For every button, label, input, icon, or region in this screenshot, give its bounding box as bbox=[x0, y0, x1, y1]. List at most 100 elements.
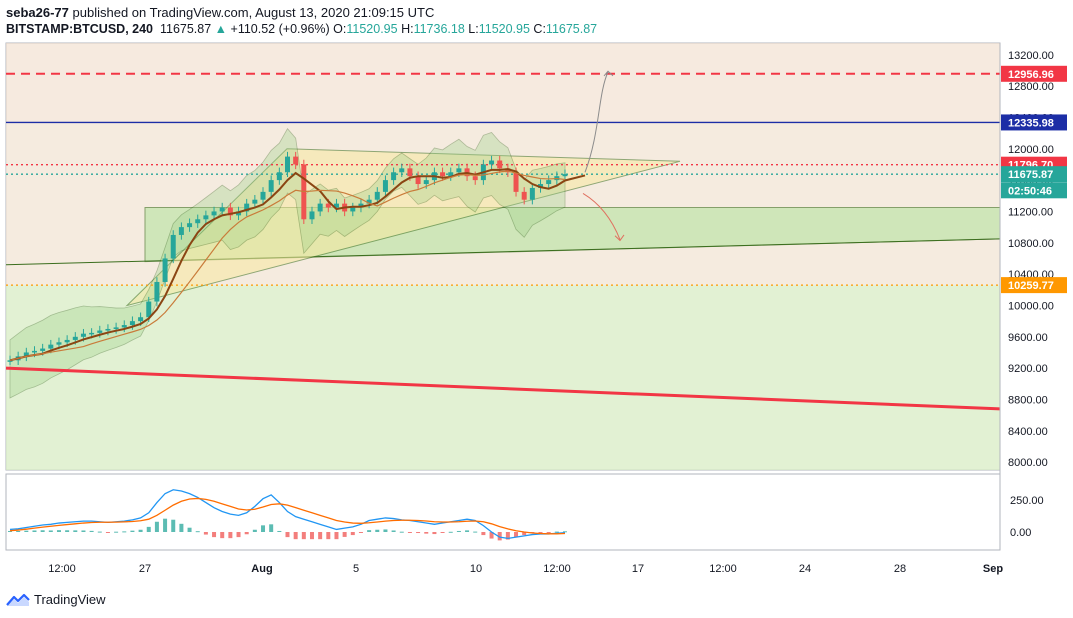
macd-histogram-bar bbox=[97, 531, 102, 533]
candle-body bbox=[317, 203, 323, 212]
candle-body bbox=[227, 207, 233, 216]
macd-histogram-bar bbox=[489, 532, 494, 539]
macd-histogram-bar bbox=[16, 530, 21, 532]
candle-body bbox=[513, 172, 519, 192]
macd-pane bbox=[5, 473, 1001, 551]
macd-histogram-bar bbox=[130, 530, 135, 532]
price-tick-label: 12000.00 bbox=[1008, 144, 1054, 156]
candle-body bbox=[56, 342, 62, 345]
macd-histogram-bar bbox=[220, 532, 225, 539]
arrow-head-icon bbox=[603, 70, 614, 77]
macd-histogram-bar bbox=[40, 530, 45, 532]
tradingview-logo-icon bbox=[6, 593, 30, 606]
publish-info: seba26-77 published on TradingView.com, … bbox=[6, 5, 434, 20]
macd-histogram-bar bbox=[122, 531, 127, 533]
candle-body bbox=[391, 172, 397, 181]
candle-body bbox=[309, 211, 315, 220]
moving-average-slow bbox=[9, 170, 566, 361]
price-label-box bbox=[1001, 114, 1067, 131]
candle-body bbox=[7, 360, 13, 362]
candle-body bbox=[489, 160, 495, 165]
macd-histogram-bar bbox=[65, 530, 70, 532]
price-label-text: 10259.77 bbox=[1008, 280, 1054, 292]
upper-zone bbox=[6, 43, 1000, 123]
price-label-box bbox=[1001, 182, 1067, 199]
candle-body bbox=[48, 344, 54, 349]
candle-body bbox=[415, 176, 421, 185]
candle-body bbox=[407, 168, 413, 177]
candle-body bbox=[236, 211, 242, 216]
open-label: O: bbox=[333, 22, 347, 36]
time-tick-label: 28 bbox=[894, 563, 906, 575]
macd-histogram-bar bbox=[24, 530, 29, 532]
bullish-projection-arrow bbox=[584, 71, 609, 173]
macd-histogram-bar bbox=[277, 530, 282, 532]
macd-histogram-bar bbox=[32, 530, 37, 532]
candle-body bbox=[276, 172, 282, 181]
candle-body bbox=[64, 339, 70, 343]
price-label-text: 02:50:46 bbox=[1008, 185, 1052, 197]
candle-body bbox=[187, 223, 193, 228]
candle-body bbox=[529, 187, 535, 200]
macd-histogram-bar bbox=[236, 532, 241, 538]
macd-histogram-bar bbox=[309, 532, 314, 540]
publish-details: published on TradingView.com, August 13,… bbox=[72, 5, 435, 20]
macd-histogram-bar bbox=[154, 521, 159, 532]
time-tick-label: Aug bbox=[251, 563, 272, 575]
macd-histogram-bar bbox=[138, 529, 143, 532]
candle-body bbox=[448, 172, 454, 177]
candle-body bbox=[366, 199, 372, 204]
macd-histogram-bar bbox=[228, 532, 233, 539]
high-value: 11736.18 bbox=[413, 22, 465, 36]
price-label-text: 12956.96 bbox=[1008, 69, 1054, 81]
macd-histogram-bar bbox=[293, 532, 298, 540]
macd-histogram-bar bbox=[163, 518, 168, 532]
macd-tick-label: 0.00 bbox=[1010, 527, 1031, 539]
candle-body bbox=[325, 203, 331, 208]
bearish-projection-arrow bbox=[582, 193, 621, 240]
macd-histogram-bar bbox=[440, 532, 445, 533]
candle-body bbox=[358, 203, 364, 208]
candle-body bbox=[105, 328, 111, 331]
macd-histogram-bar bbox=[546, 532, 551, 533]
candle-body bbox=[129, 321, 135, 326]
price-tick-label: 8800.00 bbox=[1008, 394, 1048, 406]
candle-body bbox=[260, 191, 266, 200]
macd-histogram-bar bbox=[301, 532, 306, 540]
macd-histogram-bar bbox=[399, 531, 404, 533]
macd-tick-label: 250.00 bbox=[1010, 495, 1044, 507]
price-tick-label: 10000.00 bbox=[1008, 300, 1054, 312]
macd-histogram-bar bbox=[424, 532, 429, 534]
macd-histogram-bar bbox=[89, 530, 94, 532]
price-change: +110.52 (+0.96%) bbox=[230, 22, 330, 36]
candle-body bbox=[538, 184, 544, 188]
macd-histogram-bar bbox=[187, 527, 192, 532]
macd-histogram-bar bbox=[179, 523, 184, 532]
macd-histogram-bar bbox=[318, 532, 323, 540]
candle-body bbox=[121, 325, 127, 328]
macd-histogram-bar bbox=[269, 524, 274, 532]
candle-body bbox=[219, 207, 225, 212]
candle-body bbox=[40, 348, 46, 351]
macd-histogram-bar bbox=[497, 532, 502, 541]
candle-body bbox=[80, 333, 86, 337]
candle-body bbox=[146, 301, 152, 318]
macd-histogram-bar bbox=[367, 530, 372, 532]
price-tick-label: 11200.00 bbox=[1008, 206, 1053, 218]
candle-body bbox=[252, 199, 258, 204]
time-tick-label: 24 bbox=[799, 563, 811, 575]
brand-name: TradingView bbox=[34, 592, 106, 607]
price-tick-label: 13200.00 bbox=[1008, 50, 1054, 62]
price-label-box bbox=[1001, 277, 1067, 294]
candle-body bbox=[162, 258, 168, 282]
macd-histogram-bar bbox=[481, 532, 486, 536]
macd-histogram-bar bbox=[81, 530, 86, 532]
high-label: H: bbox=[401, 22, 414, 36]
candle-body bbox=[31, 350, 37, 353]
symbol-legend: BITSTAMP:BTCUSD, 240 11675.87 ▲ +110.52 … bbox=[6, 22, 597, 36]
candle-body bbox=[423, 180, 429, 185]
close-label: C: bbox=[533, 22, 546, 36]
macd-histogram-bar bbox=[465, 530, 470, 532]
candle-body bbox=[350, 207, 356, 212]
